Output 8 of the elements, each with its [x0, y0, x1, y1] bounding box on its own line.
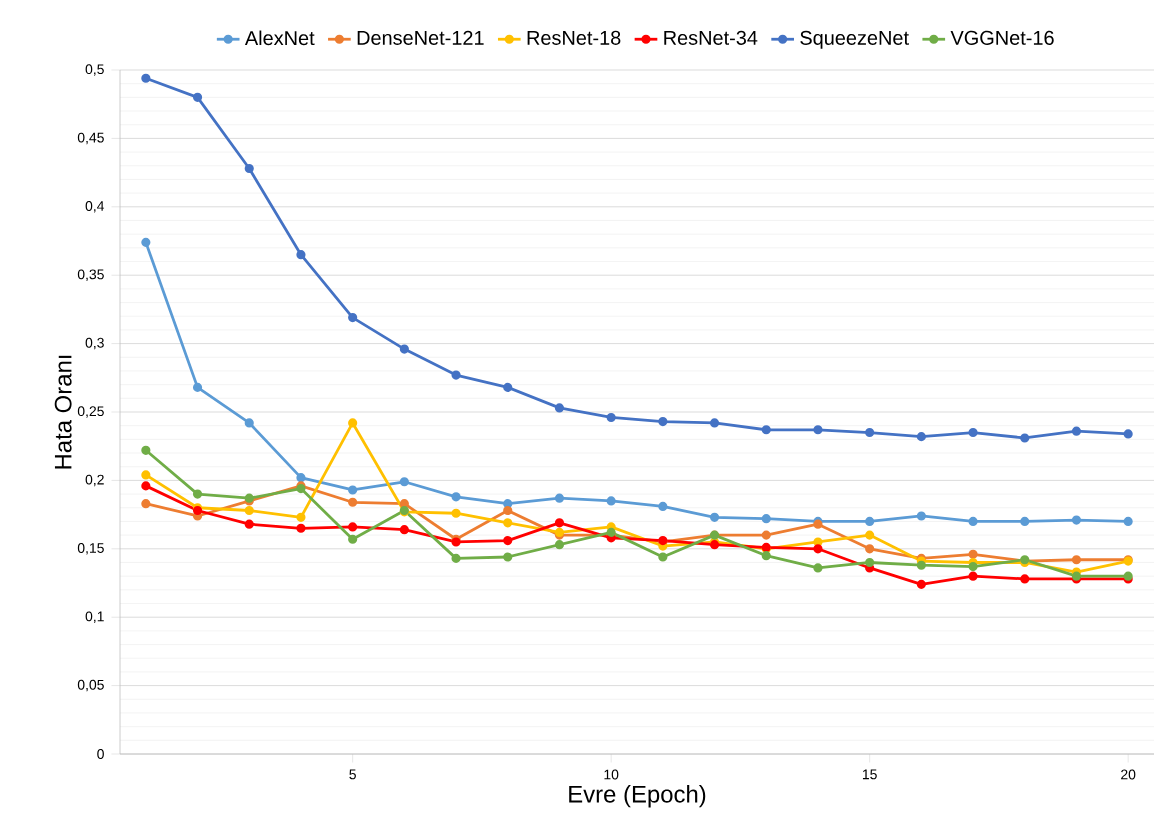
legend-label: ResNet-18 — [527, 30, 621, 45]
x-axis-title: Evre (Epoch) — [569, 785, 706, 808]
legend-label: ResNet-34 — [664, 30, 758, 45]
y-axis-title: Hata Oranı — [54, 355, 72, 469]
legend-label: VGGNet-16 — [950, 30, 1054, 45]
legend-label: AlexNet — [244, 30, 315, 46]
legend-label: DenseNet-121 — [357, 30, 484, 45]
legend-label: SqueezeNet — [800, 30, 909, 49]
